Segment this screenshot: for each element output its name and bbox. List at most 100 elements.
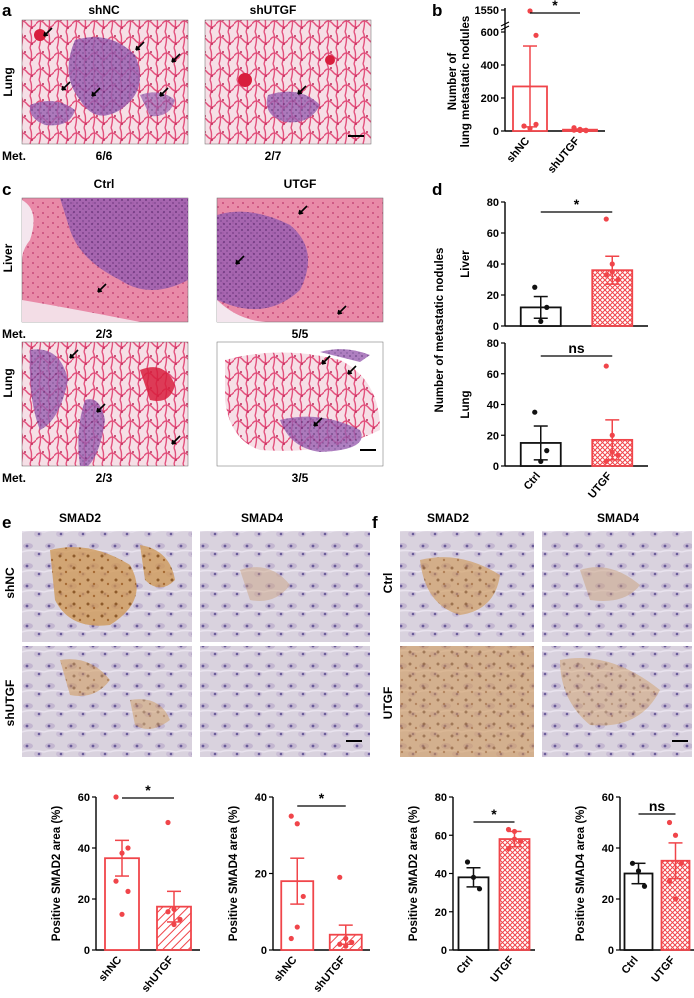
met-label-c-liver: Met.	[2, 327, 26, 341]
y-axis-label-d-liver: Liver	[460, 250, 472, 278]
data-point-e-smad4	[343, 943, 349, 949]
data-point-d-liver	[609, 269, 615, 275]
arrow-icon	[171, 53, 181, 63]
data-point-f-smad4	[672, 896, 679, 902]
x-tick-label-b: shNC	[505, 135, 533, 165]
panel-c: c Ctrl UTGF Liver Lung Met. 2/3 5/5	[1, 177, 384, 485]
data-point-f-smad2	[511, 836, 518, 842]
significance-label-d-liver: *	[574, 196, 580, 212]
row-label-lung: Lung	[1, 368, 15, 397]
column-header-shNC: shNC	[88, 3, 120, 17]
significance-label-f-smad4: ns	[649, 798, 666, 814]
y-tick-label-e-smad4: 0	[261, 945, 267, 957]
ihc-image-shNC-smad2	[22, 531, 192, 642]
arrow-icon	[297, 85, 307, 95]
x-tick-label-f-smad2: Ctrl	[454, 954, 475, 976]
significance-label-b: *	[552, 0, 558, 13]
panel-e: e SMAD2 SMAD4 shNC shUTGF	[2, 511, 370, 757]
data-point-f-smad4	[666, 819, 673, 826]
data-point-e-smad2	[171, 921, 177, 928]
y-axis-label-f-smad2: Positive SMAD2 area (%)	[408, 806, 420, 942]
met-value-lung-ctrl: 2/3	[96, 471, 113, 485]
data-point-e-smad4	[343, 935, 349, 942]
data-point-f-smad2	[464, 859, 471, 865]
data-point-d-lung	[603, 458, 609, 464]
arrow-icon	[61, 81, 71, 91]
data-point-d-lung	[544, 448, 550, 454]
y-axis-label-b: Number of	[447, 53, 459, 111]
column-header-utgf: UTGF	[284, 177, 317, 191]
data-point-f-smad4	[678, 860, 685, 866]
data-point-d-liver	[538, 318, 544, 324]
column-header-smad2: SMAD2	[427, 511, 469, 525]
arrow-icon	[298, 205, 308, 215]
significance-label-f-smad2: *	[491, 806, 497, 822]
data-point-e-smad4	[294, 924, 300, 930]
histology-image-liver-ctrl	[21, 197, 189, 323]
x-tick-label-e-smad4: shUTGF	[311, 954, 348, 995]
y-tick-label-d-lung: 0	[493, 461, 499, 473]
row-label-shUTGF: shUTGF	[3, 680, 17, 727]
y-tick-label-e-smad4: 40	[255, 792, 267, 804]
data-point-d-lung	[609, 449, 615, 455]
y-tick-label-b: 1550	[475, 5, 499, 17]
y-tick-label-f-smad2: 60	[435, 830, 447, 842]
ihc-image-ctrl-smad4	[542, 531, 692, 642]
y-tick-label-d-liver: 60	[487, 228, 499, 240]
histology-image-liver-utgf	[216, 197, 384, 323]
row-label-shNC: shNC	[3, 567, 17, 599]
bar-f-smad2-UTGF	[498, 838, 531, 951]
met-label-a: Met.	[2, 149, 26, 163]
y-tick-label-d-lung: 40	[487, 400, 499, 412]
data-point-e-smad2	[171, 906, 177, 912]
y-tick-label-e-smad2: 40	[78, 843, 90, 855]
y-tick-label-d-liver: 0	[493, 321, 499, 333]
ihc-image-shUTGF-smad2	[22, 646, 192, 757]
data-point-b	[577, 127, 583, 134]
column-header-shUTGF: shUTGF	[250, 3, 297, 17]
column-header-smad4: SMAD4	[241, 511, 283, 525]
data-point-e-smad2	[113, 794, 119, 800]
row-label-ctrl: Ctrl	[381, 573, 395, 594]
x-tick-label-e-smad4: shNC	[272, 954, 300, 984]
significance-label-e-smad2: *	[145, 782, 151, 798]
met-value-shNC: 6/6	[96, 149, 113, 163]
y-tick-label-b: 400	[481, 60, 499, 72]
y-tick-label-d-lung: 80	[487, 338, 499, 350]
y-tick-label-e-smad4: 20	[255, 869, 267, 881]
data-point-f-smad2	[511, 828, 518, 835]
arrow-icon	[159, 87, 169, 97]
data-point-e-smad2	[119, 850, 125, 856]
histology-image-lung-shUTGF	[204, 19, 372, 145]
y-tick-label-f-smad2: 80	[435, 792, 447, 804]
histology-image-lung-shNC	[21, 19, 189, 145]
data-point-d-liver	[603, 272, 609, 278]
row-label-lung: Lung	[1, 67, 15, 96]
panel-label-a: a	[2, 1, 12, 20]
panel-label-c: c	[2, 180, 11, 199]
y-tick-label-f-smad4: 40	[602, 843, 614, 855]
y-axis-label-e-smad4: Positive SMAD4 area (%)	[228, 806, 240, 942]
axis-break-icon	[500, 21, 510, 31]
arrow-icon	[321, 355, 331, 365]
y-tick-label-e-smad2: 60	[78, 792, 90, 804]
panel-label-e: e	[2, 513, 11, 532]
met-value-lung-utgf: 3/5	[292, 471, 309, 485]
data-point-e-smad2	[125, 888, 131, 894]
y-axis-label-b: lung metastatic nodules	[460, 16, 472, 148]
y-tick-label-e-smad2: 20	[78, 894, 90, 906]
y-tick-label-f-smad4: 0	[608, 945, 614, 957]
data-point-d-lung	[538, 458, 544, 464]
y-tick-label-b: 600	[481, 27, 499, 39]
met-value-shUTGF: 2/7	[265, 149, 282, 163]
data-point-f-smad4	[672, 832, 679, 838]
y-tick-label-d-lung: 20	[487, 430, 499, 442]
column-header-smad4: SMAD4	[597, 511, 639, 525]
data-point-d-lung	[615, 452, 621, 458]
y-tick-label-f-smad2: 40	[435, 869, 447, 881]
data-point-e-smad4	[300, 893, 306, 900]
y-tick-label-f-smad2: 20	[435, 907, 447, 919]
data-point-e-smad2	[165, 909, 171, 915]
y-tick-label-f-smad4: 60	[602, 792, 614, 804]
